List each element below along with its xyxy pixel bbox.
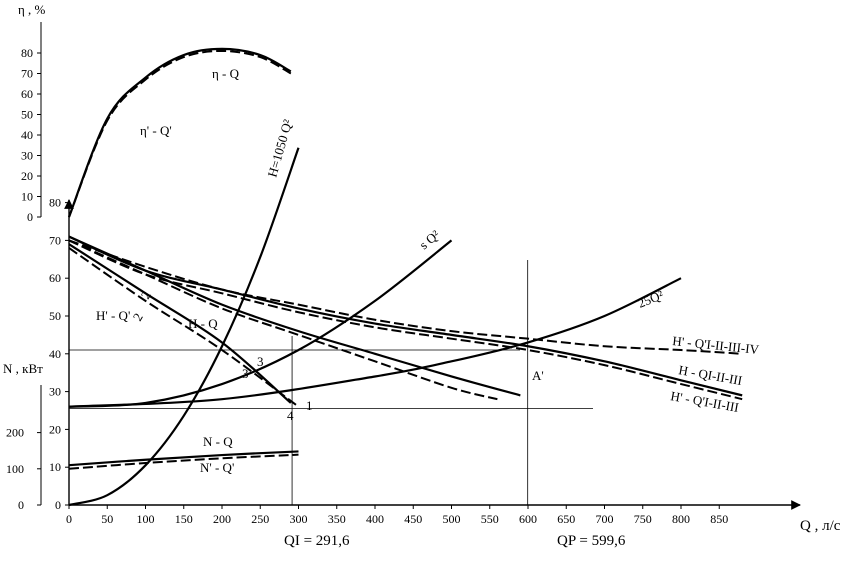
x-tick-label: 300 bbox=[290, 512, 308, 526]
h-tick-label: 70 bbox=[49, 233, 61, 247]
x-tick-label: 150 bbox=[175, 512, 193, 526]
qp-marker-label: QP = 599,6 bbox=[557, 533, 626, 549]
eta-tick-label: 50 bbox=[21, 108, 33, 122]
eta-tick-label: 10 bbox=[21, 190, 33, 204]
x-tick-label: 450 bbox=[404, 512, 422, 526]
h-tick-label: 10 bbox=[49, 460, 61, 474]
x-tick-label: 50 bbox=[101, 512, 113, 526]
x-tick-label: 750 bbox=[634, 512, 652, 526]
n-axis-title: N , кВт bbox=[3, 361, 43, 376]
h-tick-label: 30 bbox=[49, 385, 61, 399]
x-tick-label: 400 bbox=[366, 512, 384, 526]
x-tick-label: 850 bbox=[710, 512, 728, 526]
label-a-prime: A' bbox=[532, 368, 544, 383]
x-tick-label: 650 bbox=[557, 512, 575, 526]
x-axis-title: Q , л/с bbox=[800, 518, 841, 534]
h-tick-label: 20 bbox=[49, 422, 61, 436]
label-sq2: s Q² bbox=[416, 227, 442, 252]
eta-tick-label: 40 bbox=[21, 128, 33, 142]
n-tick-label: 100 bbox=[6, 462, 24, 476]
series-n-n-q bbox=[68, 450, 299, 467]
x-tick-label: 800 bbox=[672, 512, 690, 526]
x-tick-label: 0 bbox=[66, 512, 72, 526]
series-h-1-2 bbox=[68, 243, 292, 404]
point-label-2b: 2 bbox=[130, 310, 146, 323]
x-tick-label: 550 bbox=[481, 512, 499, 526]
n-tick-label: 0 bbox=[18, 498, 24, 512]
series-h-25q bbox=[68, 277, 682, 408]
series-h-h-q-i-ii-iii-iv bbox=[68, 239, 743, 355]
h-tick-label: 60 bbox=[49, 271, 61, 285]
label-n-q-prime: N' - Q' bbox=[200, 460, 234, 475]
eta-tick-label: 20 bbox=[21, 169, 33, 183]
label-h-q-123: H - QI-II-III bbox=[677, 362, 743, 388]
x-tick-label: 700 bbox=[596, 512, 614, 526]
eta-tick-label: 80 bbox=[21, 46, 33, 60]
x-tick-label: 100 bbox=[137, 512, 155, 526]
label-h-q: H - Q bbox=[188, 316, 218, 331]
series-h-h-q-i-ii-iii bbox=[68, 235, 743, 397]
label-h-q-prime-1234: H' - Q'I-II-III-IV bbox=[672, 333, 761, 357]
axes-layer: 0 50 100 150 200 250 300 350 400 450 500 550 600 650 7… bbox=[6, 22, 801, 526]
eta-tick-label: 0 bbox=[27, 210, 33, 224]
q1-marker-label: QI = 291,6 bbox=[284, 533, 350, 549]
h-tick-label: 80 bbox=[49, 196, 61, 210]
point-label-2: 2 bbox=[138, 288, 154, 301]
labels-layer: η , % N , кВт Q , л/с η - Q η' - Q' H=10… bbox=[3, 2, 841, 549]
x-tick-label: 500 bbox=[443, 512, 461, 526]
series-h-h-q-i-ii-iii bbox=[68, 239, 743, 401]
x-tick-label: 350 bbox=[328, 512, 346, 526]
label-25q2: 25Q² bbox=[636, 287, 666, 311]
series-h-1-2 bbox=[68, 247, 300, 408]
eta-axis-title: η , % bbox=[18, 2, 46, 17]
eta-tick-label: 70 bbox=[21, 67, 33, 81]
label-eta-q-prime: η' - Q' bbox=[140, 123, 172, 138]
x-tick-label: 200 bbox=[213, 512, 231, 526]
h-tick-label: 40 bbox=[49, 347, 61, 361]
x-tick-label: 250 bbox=[251, 512, 269, 526]
point-label-3b: 3 bbox=[242, 366, 249, 381]
n-tick-label: 200 bbox=[6, 426, 24, 440]
label-n-q: N - Q bbox=[203, 434, 233, 449]
point-label-1: 1 bbox=[306, 398, 313, 413]
eta-tick-label: 30 bbox=[21, 149, 33, 163]
series-n-n-q bbox=[68, 453, 299, 470]
label-eta-q: η - Q bbox=[212, 66, 240, 81]
h-tick-label: 50 bbox=[49, 309, 61, 323]
point-label-4: 4 bbox=[287, 408, 294, 423]
h-tick-label: 0 bbox=[55, 498, 61, 512]
x-tick-label: 600 bbox=[519, 512, 537, 526]
label-h-q-prime: H' - Q' bbox=[96, 308, 130, 323]
eta-tick-label: 60 bbox=[21, 87, 33, 101]
series-eta-q bbox=[68, 49, 292, 218]
point-label-3: 3 bbox=[257, 354, 264, 369]
curves-layer bbox=[67, 47, 743, 507]
series-h-h-1050-q bbox=[68, 147, 300, 507]
series-h-h-q bbox=[68, 239, 498, 401]
